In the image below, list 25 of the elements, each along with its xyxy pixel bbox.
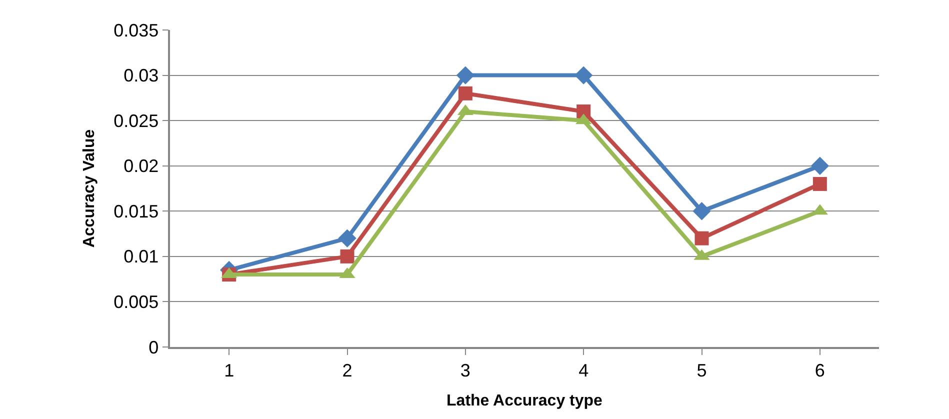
y-tick-label: 0.015 [114,201,159,222]
point [812,176,827,191]
point [694,231,709,246]
y-tick-label: 0.025 [114,110,159,131]
x-tick-label: 6 [814,360,825,380]
x-tick-label: 5 [696,360,707,380]
y-tick-label: 0.035 [114,20,159,40]
point [456,66,475,84]
point [574,66,593,84]
point [340,249,354,264]
x-tick-label: 3 [460,360,470,380]
y-tick-label: 0 [148,337,159,358]
y-tick-label: 0.005 [114,292,159,312]
x-tick-label: 4 [578,360,589,380]
x-axis-title: Lathe Accuracy type [446,392,603,410]
y-tick-label: 0.03 [124,66,159,86]
x-tick-label: 2 [342,360,352,380]
point [810,156,830,175]
y-tick-label: 0.02 [124,156,159,176]
x-tick-label: 1 [224,360,234,380]
y-axis-title: Accuracy Value [81,129,98,248]
point [338,229,356,248]
point [458,86,472,100]
y-tick-label: 0.01 [124,246,159,267]
point [692,202,711,220]
